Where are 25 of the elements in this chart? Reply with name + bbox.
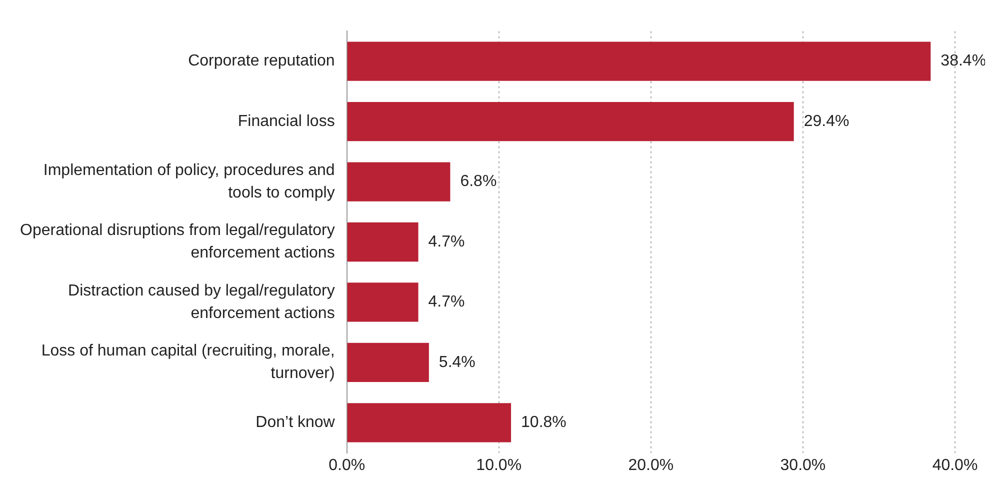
bar <box>347 162 450 202</box>
data-label: 4.7% <box>428 294 465 311</box>
y-tick-label: Don’t know <box>256 414 336 432</box>
x-tick-label: 0.0% <box>328 456 366 474</box>
bar <box>347 42 931 81</box>
bar <box>347 342 429 382</box>
y-tick-label: Loss of human capital (recruiting, morale, turnover) <box>41 342 335 382</box>
bar <box>347 282 418 322</box>
x-tick-label: 30.0% <box>780 456 826 474</box>
y-tick-label: Distraction caused by legal/regulatory enforcement actions <box>68 282 335 322</box>
x-tick-label: 20.0% <box>628 456 674 474</box>
bar <box>347 102 794 142</box>
bar <box>347 403 512 442</box>
y-tick-label: Financial loss <box>238 112 335 130</box>
x-tick-label: 10.0% <box>476 456 522 474</box>
y-tick-label: Corporate reputation <box>188 52 335 70</box>
y-tick-label: Operational disruptions from legal/regulatory enforcement actions <box>20 222 335 262</box>
data-label: 5.4% <box>438 354 476 371</box>
bar <box>347 222 418 262</box>
x-tick-label: 40.0% <box>932 456 978 474</box>
data-label: 4.7% <box>428 233 465 250</box>
data-label: 10.8% <box>521 414 566 432</box>
y-tick-label: Implementation of policy, procedures and tools to comply <box>43 162 335 202</box>
data-label: 6.8% <box>460 173 497 190</box>
data-label: 29.4% <box>804 112 850 130</box>
